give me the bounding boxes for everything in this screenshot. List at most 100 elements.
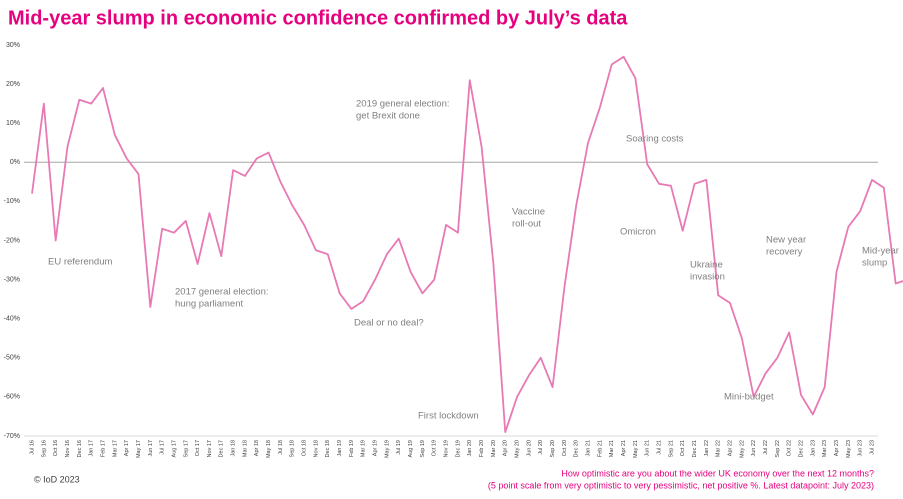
x-tick-label: Sep 18 [290,440,296,457]
x-tick-label: Mar 17 [112,440,118,457]
x-tick-label: Mar 19 [361,440,367,457]
annotation: 2019 general election: [356,99,450,110]
x-tick-label: Mar 22 [716,440,722,457]
footnote: How optimistic are you about the wider U… [561,468,874,478]
x-tick-label: May 20 [515,440,521,458]
x-tick-label: Apr 17 [124,440,130,456]
x-tick-label: Sep 17 [183,440,189,457]
annotation: Vaccine [512,207,545,218]
x-tick-label: Jun 17 [148,440,154,457]
x-tick-label: Feb 21 [597,440,603,457]
x-tick-label: Oct 17 [195,440,201,456]
x-tick-label: Sep 20 [550,440,556,457]
x-tick-label: Jul 22 [763,440,769,455]
x-tick-label: May 19 [384,440,390,458]
x-tick-label: Jul 18 [278,440,284,455]
x-tick-label: Jan 20 [467,440,473,457]
annotation: EU referendum [48,257,113,268]
x-tick-label: Mar 20 [491,440,497,457]
x-tick-label: Nov 16 [65,440,71,457]
x-tick-label: Aug 17 [171,440,177,457]
annotation: get Brexit done [356,111,420,122]
x-tick-label: Dec 21 [692,440,698,457]
annotation: New year [766,235,806,246]
x-tick-label: Oct 18 [302,440,308,456]
x-tick-label: Nov 18 [313,440,319,457]
x-tick-label: Jan 19 [337,440,343,457]
x-tick-label: Jan 23 [810,440,816,457]
annotation: Omicron [620,227,656,238]
x-tick-label: Dec 17 [219,440,225,457]
y-tick-label: -70% [4,433,20,440]
y-tick-label: -60% [4,394,20,401]
y-tick-label: 0% [10,159,20,166]
chart-title: Mid-year slump in economic confidence co… [8,7,628,29]
y-tick-label: -30% [4,276,20,283]
data-line [31,55,903,433]
x-tick-label: Oct 16 [53,440,59,456]
x-tick-label: Mar 21 [609,440,615,457]
copyright: © IoD 2023 [34,474,80,484]
x-tick-label: Dec 20 [574,440,580,457]
annotation: roll-out [512,219,541,230]
annotation: hung parliament [175,299,243,310]
x-tick-label: Dec 19 [455,440,461,457]
x-tick-label: Apr 22 [727,440,733,456]
x-tick-label: Sep 21 [668,440,674,457]
x-tick-label: Apr 23 [834,440,840,456]
x-tick-label: Dec 16 [77,440,83,457]
x-tick-label: Aug 19 [408,440,414,457]
y-tick-label: 20% [6,81,20,88]
x-tick-label: Jan 21 [586,440,592,457]
y-tick-label: -10% [4,198,20,205]
x-tick-label: May 23 [846,440,852,458]
annotation: invasion [690,272,725,283]
x-tick-label: Oct 20 [562,440,568,456]
x-tick-label: Dec 22 [798,440,804,457]
x-tick-label: Feb 20 [479,440,485,457]
annotation: First lockdown [418,411,479,422]
x-tick-label: Sep 19 [420,440,426,457]
annotation: slump [862,258,887,269]
x-tick-label: May 21 [633,440,639,458]
annotation: Soaring costs [626,134,684,145]
y-tick-label: 30% [6,42,20,49]
x-tick-label: Mar 18 [242,440,248,457]
x-tick-label: May 22 [739,440,745,458]
y-tick-label: -20% [4,237,20,244]
x-tick-label: Nov 19 [444,440,450,457]
x-tick-label: Apr 20 [503,440,509,456]
y-tick-label: 10% [6,120,20,127]
x-tick-label: Feb 19 [349,440,355,457]
x-tick-label: Jun 23 [858,440,864,457]
x-tick-label: Apr 18 [254,440,260,456]
x-tick-label: Mar 23 [822,440,828,457]
annotation: Mini-budget [724,392,774,403]
y-tick-label: -40% [4,316,20,323]
x-tick-label: Jul 19 [396,440,402,455]
x-tick-label: Jul 20 [538,440,544,455]
annotation: recovery [766,247,803,258]
annotation: Ukraine [690,260,723,271]
x-tick-label: Oct 22 [787,440,793,456]
x-tick-label: Dec 18 [325,440,331,457]
annotation: 2017 general election: [175,287,269,298]
x-tick-label: Jan 22 [704,440,710,457]
x-tick-label: Jun 22 [751,440,757,457]
x-tick-label: Nov 17 [207,440,213,457]
x-tick-label: Jul 23 [869,440,875,455]
y-tick-label: -50% [4,355,20,362]
x-tick-label: Jun 20 [526,440,532,457]
annotation: Deal or no deal? [354,318,424,329]
x-tick-label: Jan 17 [89,440,95,457]
x-tick-label: Jan 18 [231,440,237,457]
x-tick-label: May 17 [136,440,142,458]
x-tick-label: Sep 22 [775,440,781,457]
footnote: (5 point scale from very optimistic to v… [488,480,874,490]
x-tick-label: Jul 16 [29,440,35,455]
x-tick-label: May 18 [266,440,272,458]
x-tick-label: Jul 17 [160,440,166,455]
x-tick-label: Apr 21 [621,440,627,456]
x-tick-label: Feb 17 [100,440,106,457]
